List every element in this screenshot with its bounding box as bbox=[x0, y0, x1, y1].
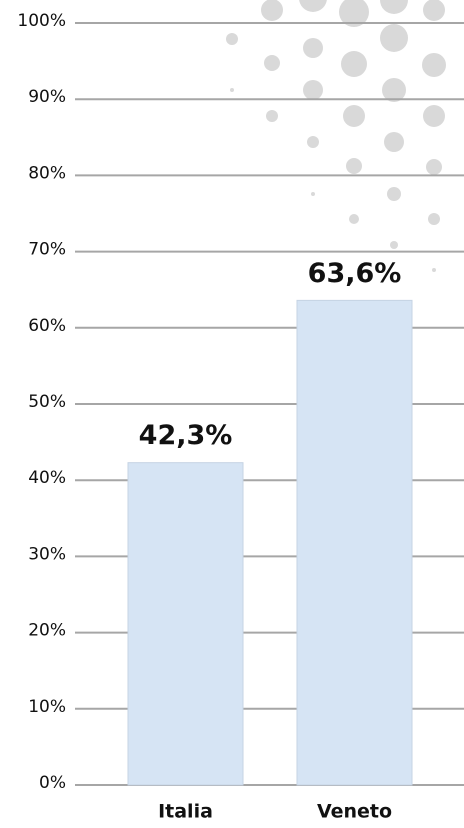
labels: 0% 10% 20% 30% 40% 50% 60% 70% 80% 90% 100% Italia 4… bbox=[17, 11, 401, 823]
y-tick-label: 50% bbox=[28, 392, 66, 412]
y-tick-label: 60% bbox=[28, 316, 66, 336]
x-tick-label: Veneto bbox=[317, 801, 392, 823]
y-tick-label: 100% bbox=[17, 11, 66, 31]
x-tick-label: Italia bbox=[158, 801, 213, 823]
value-label: 63,6% bbox=[308, 258, 402, 289]
y-tick-label: 0% bbox=[39, 773, 66, 793]
y-tick-label: 70% bbox=[28, 240, 66, 260]
y-tick-label: 90% bbox=[28, 87, 66, 107]
y-tick-label: 30% bbox=[28, 544, 66, 564]
y-tick-label: 40% bbox=[28, 468, 66, 488]
y-tick-label: 20% bbox=[28, 621, 66, 641]
y-tick-label: 80% bbox=[28, 163, 66, 183]
y-tick-label: 10% bbox=[28, 697, 66, 717]
bar bbox=[127, 462, 244, 786]
bar bbox=[296, 299, 413, 786]
value-label: 42,3% bbox=[139, 420, 233, 451]
decoration-dots bbox=[226, 0, 446, 272]
bars bbox=[127, 299, 413, 786]
